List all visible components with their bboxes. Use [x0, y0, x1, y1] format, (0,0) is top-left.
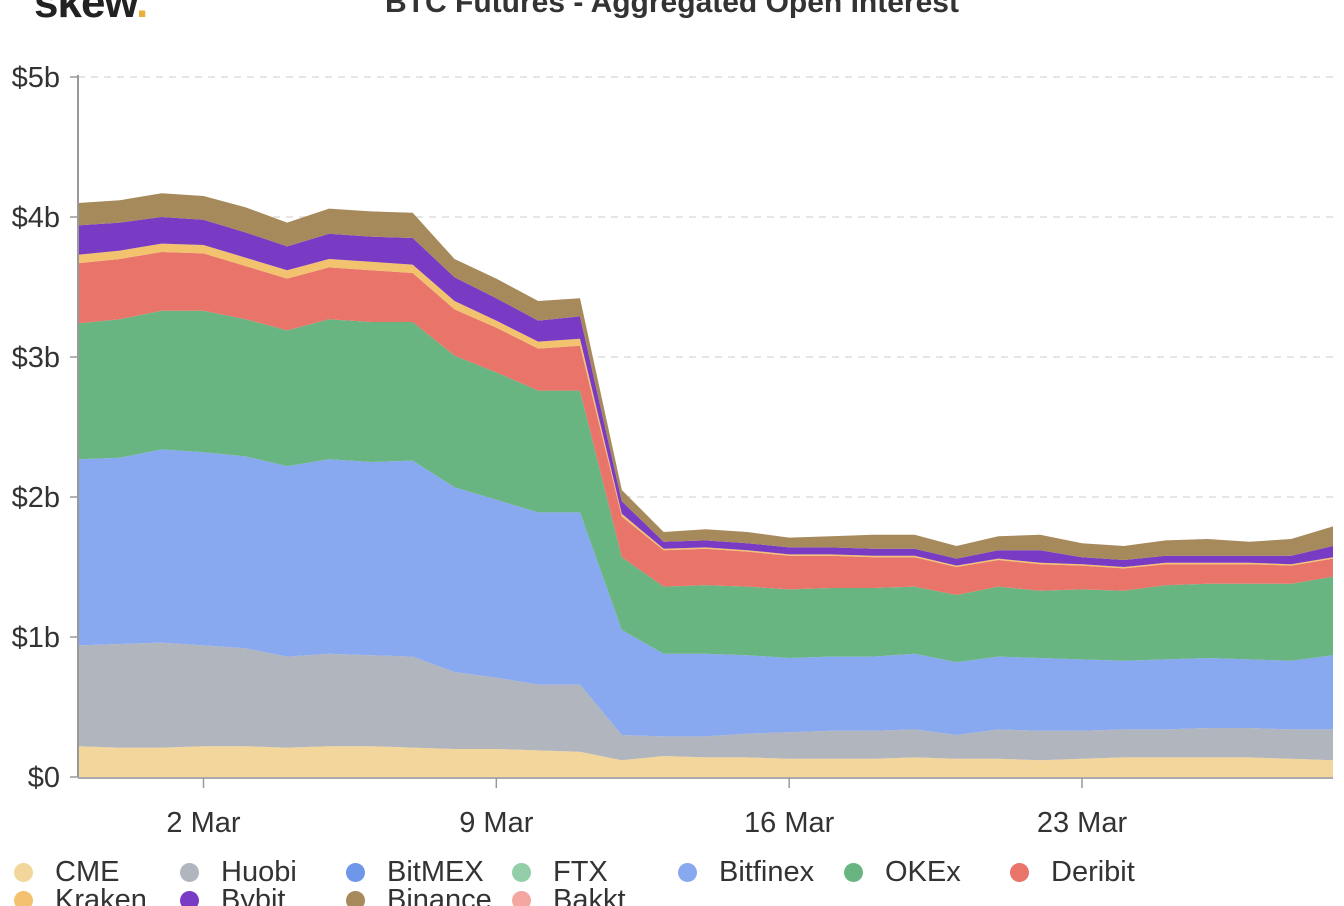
legend-item-bitfinex[interactable]: Bitfinex: [678, 856, 814, 889]
chart-title: BTC Futures - Aggregated Open Interest: [385, 0, 959, 19]
legend-label: BitMEX: [387, 856, 484, 888]
legend-swatch: [180, 891, 199, 906]
legend-label: Kraken: [55, 884, 147, 906]
x-tick-label: 9 Mar: [459, 807, 533, 839]
legend-swatch: [1010, 863, 1029, 882]
y-tick-label: $1b: [12, 622, 60, 654]
x-tick-label: 23 Mar: [1037, 807, 1128, 839]
legend-label: Deribit: [1051, 856, 1135, 888]
legend-swatch: [346, 863, 365, 882]
skew-logo: skew.: [34, 0, 148, 27]
legend-item-deribit[interactable]: Deribit: [1010, 856, 1135, 889]
legend-swatch: [512, 891, 531, 906]
legend-label: Bakkt: [553, 884, 626, 906]
chart-legend: CME Huobi BitMEX FTX Bitfinex OKEx Deribit Krak…: [14, 856, 1344, 906]
legend-label: OKEx: [885, 856, 961, 888]
y-tick-label: $4b: [12, 202, 60, 234]
legend-item-okex[interactable]: OKEx: [844, 856, 961, 889]
legend-label: Huobi: [221, 856, 297, 888]
legend-swatch: [844, 863, 863, 882]
axes: $0 $1b $2b $3b $4b $5b 2 Mar 9 Mar 16 Mar 23 Mar: [12, 62, 1333, 839]
legend-swatch: [512, 863, 531, 882]
x-tick-label: 16 Mar: [744, 807, 835, 839]
y-tick-label: $0: [28, 762, 60, 794]
legend-swatch: [14, 891, 33, 906]
legend-label: CME: [55, 856, 120, 888]
legend-label: FTX: [553, 856, 608, 888]
legend-item-ftx[interactable]: FTX: [512, 856, 608, 889]
legend-swatch: [346, 891, 365, 906]
y-tick-label: $5b: [12, 62, 60, 94]
legend-label: Bitfinex: [719, 856, 815, 888]
legend-label: Bybit: [221, 884, 286, 906]
legend-item-bitmex[interactable]: BitMEX: [346, 856, 484, 889]
legend-swatch: [14, 863, 33, 882]
legend-item-bakkt[interactable]: Bakkt: [512, 884, 626, 906]
y-tick-label: $3b: [12, 342, 60, 374]
legend-item-cme[interactable]: CME: [14, 856, 119, 889]
legend-item-binance[interactable]: Binance: [346, 884, 492, 906]
legend-item-huobi[interactable]: Huobi: [180, 856, 297, 889]
y-tick-label: $2b: [12, 482, 60, 514]
legend-item-bybit[interactable]: Bybit: [180, 884, 285, 906]
legend-item-kraken[interactable]: Kraken: [14, 884, 147, 906]
legend-swatch: [180, 863, 199, 882]
x-tick-label: 2 Mar: [166, 807, 240, 839]
series-area-bitfinex: [78, 449, 1333, 737]
stacked-area-chart: $0 $1b $2b $3b $4b $5b 2 Mar 9 Mar 16 Mar 23 Mar: [12, 62, 1333, 839]
series-areas: [78, 193, 1333, 777]
legend-label: Binance: [387, 884, 492, 906]
series-area-okex: [78, 310, 1333, 663]
series-area-deribit: [78, 252, 1333, 595]
series-area-huobi: [78, 642, 1333, 761]
legend-swatch: [678, 863, 697, 882]
series-area-cme: [78, 746, 1333, 777]
